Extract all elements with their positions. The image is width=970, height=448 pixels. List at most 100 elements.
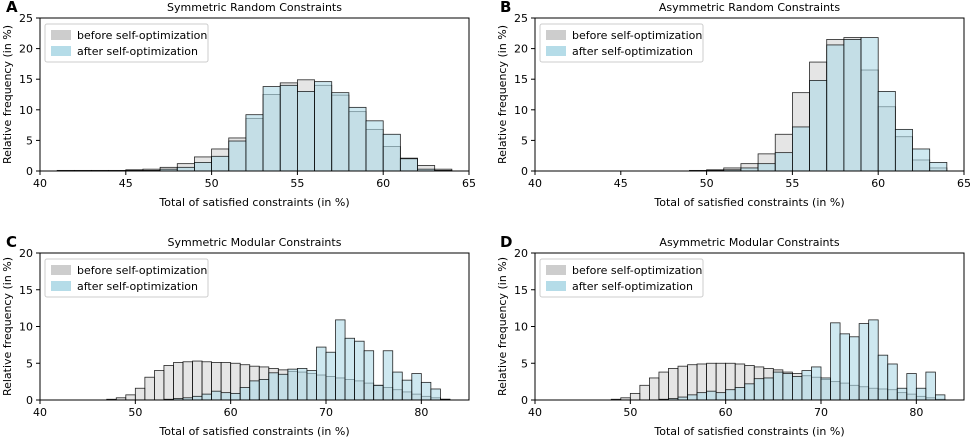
bar [753, 378, 765, 401]
legend-swatch-after [546, 281, 566, 291]
bar [228, 140, 247, 172]
bar [382, 350, 394, 401]
bar [245, 114, 264, 172]
x-tick-label: 40 [33, 177, 47, 190]
x-tick-label: 55 [785, 177, 799, 190]
x-tick-label: 80 [909, 406, 923, 419]
bar [668, 367, 679, 401]
bar [365, 120, 384, 172]
bar [772, 371, 784, 401]
legend: before self-optimization after self-optim… [539, 258, 704, 298]
legend-label-before: before self-optimization [77, 29, 207, 42]
bar [354, 340, 365, 401]
panel-letter: D [500, 233, 512, 251]
chart-title: Asymmetric Random Constraints [659, 1, 840, 14]
legend-label-after: after self-optimization [77, 280, 198, 293]
bar [801, 370, 812, 401]
bar [877, 91, 896, 172]
bar [230, 392, 241, 401]
bar [894, 128, 913, 172]
bar [774, 152, 793, 172]
bar [239, 387, 251, 401]
bar [277, 373, 289, 401]
x-tick-label: 50 [623, 406, 637, 419]
y-tick-label: 0 [521, 394, 528, 407]
bar [725, 389, 736, 401]
bar [860, 37, 879, 172]
bar [629, 392, 641, 401]
legend-box [44, 23, 209, 63]
bar [173, 362, 184, 401]
bar [134, 387, 146, 401]
x-tick-label: 55 [290, 177, 304, 190]
bar [839, 333, 850, 401]
y-axis-label: Relative frequency (in %) [1, 257, 14, 396]
bar [734, 387, 746, 401]
y-tick-label: 20 [19, 247, 33, 260]
y-tick-label: 15 [19, 284, 33, 297]
bar [658, 371, 669, 401]
bar [268, 372, 279, 401]
bar [820, 377, 831, 401]
bar [420, 381, 432, 401]
x-axis-label: Total of satisfied constraints (in %) [158, 425, 349, 438]
legend-swatch-before [546, 30, 566, 40]
bar [912, 148, 931, 172]
series-after [163, 319, 451, 401]
x-axis-label: Total of satisfied constraints (in %) [158, 196, 349, 209]
legend-swatch-after [546, 46, 566, 56]
y-tick-label: 0 [521, 165, 528, 178]
x-tick-label: 70 [319, 406, 333, 419]
x-axis-label: Total of satisfied constraints (in %) [653, 425, 844, 438]
legend-swatch-after [51, 46, 71, 56]
bar [325, 351, 336, 401]
bar [877, 354, 889, 401]
x-tick-label: 40 [528, 406, 542, 419]
legend: before self-optimization after self-optim… [44, 258, 209, 298]
bar [858, 323, 870, 401]
bar [331, 92, 350, 172]
panel-letter: C [6, 233, 17, 251]
bar [279, 84, 298, 172]
bar [249, 380, 260, 401]
bar [782, 373, 793, 401]
x-tick-label: 40 [33, 406, 47, 419]
bar [792, 126, 810, 172]
bar [906, 373, 917, 401]
bar [811, 366, 822, 401]
x-tick-label: 50 [128, 406, 142, 419]
bar [314, 81, 333, 172]
panel-letter: A [6, 0, 18, 16]
y-tick-label: 5 [521, 134, 528, 147]
y-tick-label: 0 [26, 394, 33, 407]
bar [182, 361, 193, 401]
x-tick-label: 60 [224, 406, 238, 419]
bar [763, 377, 774, 401]
bar [687, 394, 698, 401]
bar [144, 376, 155, 401]
bar [335, 319, 346, 401]
bar [192, 360, 203, 401]
bar [262, 86, 281, 172]
bar [809, 80, 828, 172]
legend: before self-optimization after self-optim… [44, 23, 209, 63]
y-axis-label: Relative frequency (in %) [496, 257, 509, 396]
x-tick-label: 65 [957, 177, 970, 190]
legend-swatch-before [51, 30, 71, 40]
y-tick-label: 10 [514, 104, 528, 117]
bar [363, 350, 375, 401]
plot-frame [39, 17, 470, 172]
y-tick-label: 25 [514, 12, 528, 25]
bar [843, 39, 862, 172]
bar [201, 393, 212, 401]
legend-label-before: before self-optimization [572, 29, 702, 42]
bar [935, 394, 946, 401]
legend-label-after: after self-optimization [77, 45, 198, 58]
bar [125, 394, 136, 401]
bar [176, 166, 195, 172]
series-after [706, 37, 948, 172]
y-tick-label: 5 [26, 357, 33, 370]
bar [153, 370, 165, 401]
